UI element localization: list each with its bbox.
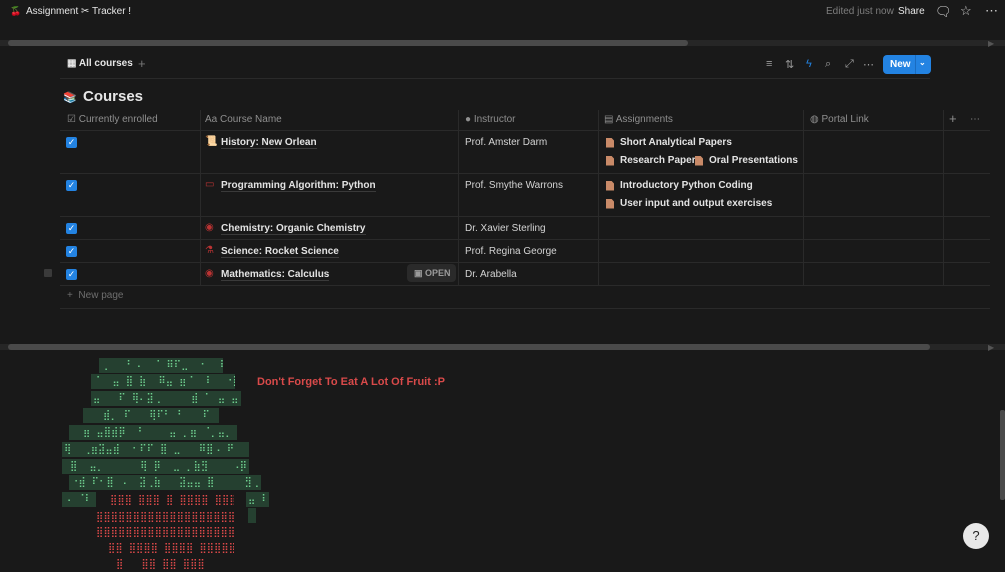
document-icon xyxy=(695,155,703,166)
fruit-note: Don't Forget To Eat A Lot Of Fruit :P xyxy=(257,376,445,388)
document-icon xyxy=(606,137,614,148)
enrolled-checkbox[interactable]: ✓ xyxy=(66,246,77,257)
chevron-down-icon[interactable]: ⌄ xyxy=(919,58,926,67)
art-line: ⣿⣿ ⣿⣿⣿⣿ ⣿⣿⣿⣿ ⣿⣿⣿⣿⣿⣿⣿⣿ xyxy=(108,543,234,554)
star-icon[interactable]: ☆ xyxy=(960,3,972,18)
topbar: 🍒 Assignment ✂ Tracker ! Edited just now… xyxy=(0,0,1005,24)
books-icon: 📚 xyxy=(63,92,77,104)
scroll-right-arrow[interactable]: ▶ xyxy=(988,39,995,48)
instructor: Prof. Smythe Warrons xyxy=(465,180,563,191)
column-portal-link[interactable]: ◍ Portal Link xyxy=(810,114,869,125)
more-icon[interactable]: ⋯ xyxy=(985,3,998,18)
edited-status: Edited just now xyxy=(826,6,894,17)
art-line: ⣿⣿⣿ ⣿⣿⣿ ⣿ ⣿⣿⣿⣿ ⣿⣿⣿⣿⣿⣿ xyxy=(110,495,234,506)
enrolled-checkbox[interactable]: ✓ xyxy=(66,269,77,280)
document-icon xyxy=(606,180,614,191)
instructor: Prof. Regina George xyxy=(465,246,557,257)
assignment-link[interactable]: Short Analytical Papers xyxy=(606,137,732,148)
comment-icon[interactable]: 🗨 xyxy=(935,4,952,19)
instructor: Dr. Xavier Sterling xyxy=(465,223,546,234)
art-line: ⣿⣿⣿⣿⣿⣿⣿⣿⣿⣿⣿⣿⣿⣿⣿⣿⣿⣿⣿⣿⣿⣿⣿ xyxy=(96,512,234,523)
course-name[interactable]: Chemistry: Organic Chemistry xyxy=(221,223,366,235)
course-icon: ◉ xyxy=(205,222,214,233)
enrolled-checkbox[interactable]: ✓ xyxy=(66,180,77,191)
page-title-breadcrumb[interactable]: Assignment ✂ Tracker ! xyxy=(26,6,132,17)
vertical-scrollbar-thumb[interactable] xyxy=(1000,410,1005,500)
art-line: ⠠ ⠈⠇ xyxy=(62,492,96,507)
course-name[interactable]: Mathematics: Calculus xyxy=(221,269,330,281)
art-line: ⣿ ⣤⡀ ⢿ ⡿ ⣀ ⡀⣷⣻ ⠠⡿ xyxy=(62,459,249,474)
tab-all-courses[interactable]: ▦ All courses xyxy=(67,58,133,69)
art-line: ⣾⡀ ⠏ ⢿⠏⠃ ⠃ ⠏ ⠃ xyxy=(83,408,219,423)
column-assignments[interactable]: ▤ Assignments xyxy=(604,114,673,125)
expand-icon[interactable]: ⤢ xyxy=(845,58,854,70)
course-icon: 📜 xyxy=(205,136,218,147)
database-title[interactable]: Courses xyxy=(83,88,144,105)
column-more-icon[interactable]: ⋯ xyxy=(970,114,980,125)
art-line: ⣤ ⠏ ⢿⠄⣽⢀ ⣾ ⠁ ⣤ ⣤⠠⠇⡀ xyxy=(91,391,241,406)
assignment-link[interactable]: User input and output exercises xyxy=(606,198,772,209)
horizontal-scrollbar-top[interactable] xyxy=(0,40,1005,46)
column-instructor[interactable]: ● Instructor xyxy=(465,114,516,125)
column-enrolled[interactable]: ☑ Currently enrolled xyxy=(67,114,158,125)
instructor: Prof. Amster Darm xyxy=(465,137,548,148)
search-icon[interactable]: ⌕ xyxy=(825,58,832,70)
grid-icon: ▦ xyxy=(67,58,79,69)
sort-icon[interactable]: ⇅ xyxy=(785,59,795,71)
document-icon xyxy=(606,155,614,166)
automation-icon[interactable]: ϟ xyxy=(806,58,812,70)
add-view-button[interactable]: + xyxy=(138,56,146,71)
more-options-icon[interactable]: ⋯ xyxy=(863,59,874,71)
cherry-icon: 🍒 xyxy=(10,6,22,16)
assignment-link[interactable]: Oral Presentations xyxy=(695,155,798,166)
scrollbar-thumb[interactable] xyxy=(8,40,688,46)
filter-icon[interactable]: ≡ xyxy=(766,58,773,70)
share-button[interactable]: Share xyxy=(898,6,925,17)
art-line: ⠐⣾ ⠏⠂⣿ ⠠ ⣽⢀⣷ ⣽⣤⣤ ⣿ ⣻⢀ ⠏⣿ xyxy=(69,475,261,490)
course-icon: ◉ xyxy=(205,268,214,279)
new-button[interactable]: New ⌄ xyxy=(883,55,931,74)
new-page-button[interactable]: + New page xyxy=(67,290,124,301)
art-line: ⣤ ⠇ xyxy=(246,492,269,507)
help-button[interactable]: ? xyxy=(963,523,989,549)
horizontal-scrollbar-bottom[interactable] xyxy=(0,344,1005,350)
add-column-button[interactable]: + xyxy=(949,111,957,126)
art-line: ⣿⣿⣿⣿⣿⣿⣿⣿⣿⣿⣿⣿⣿⣿⣿⣿⣿⣿⣿⣿⣿⣿⣿ xyxy=(96,527,234,538)
course-icon: ⚗ xyxy=(205,245,214,256)
art-line: ⠈ ⣤ ⣿ ⣷ ⠿⣤ ⣶⠈ ⠇ ⠐⣿ ⣤ xyxy=(91,374,235,389)
course-icon: ▭ xyxy=(205,179,215,190)
instructor: Dr. Arabella xyxy=(465,269,517,280)
enrolled-checkbox[interactable]: ✓ xyxy=(66,137,77,148)
document-icon xyxy=(606,198,614,209)
enrolled-checkbox[interactable]: ✓ xyxy=(66,223,77,234)
scrollbar-thumb[interactable] xyxy=(8,344,930,350)
column-course-name[interactable]: Aa Course Name xyxy=(205,114,282,125)
art-line: ⢿ ⢀⣶⣽⣤⣾ ⠂⠏⠏ ⣿ ⣀ ⠿⣿⠠ ⠟ ⠠ ⠿ xyxy=(62,442,249,457)
course-name[interactable]: History: New Orlean xyxy=(221,137,317,149)
course-name[interactable]: Programming Algorithm: Python xyxy=(221,180,376,192)
row-select-handle[interactable] xyxy=(44,269,52,277)
open-button[interactable]: ▣ OPEN xyxy=(407,264,456,282)
course-name[interactable]: Science: Rocket Science xyxy=(221,246,339,258)
assignment-link[interactable]: Research Paper xyxy=(606,155,696,166)
assignment-link[interactable]: Introductory Python Coding xyxy=(606,180,753,191)
art-line: ⣶ ⣤⣿⣾⡿ ⠃ ⣤ ⡀⣶ ⠈⡀⣤⡀ ⣾⠄⠂ xyxy=(69,425,237,440)
art-line xyxy=(248,508,256,523)
art-line: ⢀ ⠃⠠ ⠈ ⠿⠏⣀ ⠂ ⠟ xyxy=(99,358,223,373)
art-line: ⣿ ⣿⣿ ⣿⣿ ⣿⣿⣿ ⣿ xyxy=(116,559,212,570)
scroll-right-arrow[interactable]: ▶ xyxy=(988,343,995,352)
